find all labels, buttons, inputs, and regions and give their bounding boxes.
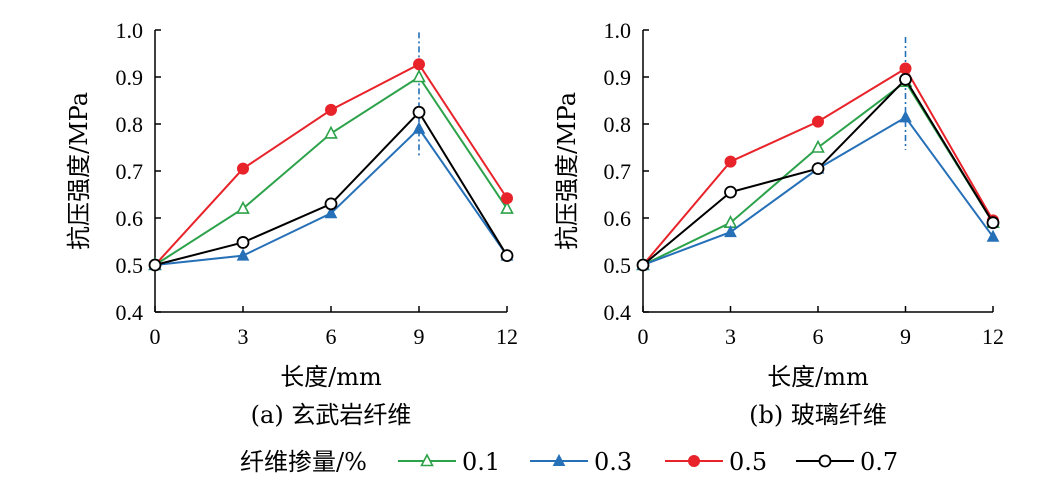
legend-marker-0.3 <box>552 453 566 466</box>
legend: 纤维掺量/% 0.1 0.3 0.5 0.7 <box>240 448 898 476</box>
y-tick-label: 0.5 <box>604 253 632 278</box>
data-point-0.3 <box>412 121 426 134</box>
x-tick-label: 0 <box>150 324 161 349</box>
y-tick-label: 0.5 <box>116 253 144 278</box>
data-point-0.5 <box>325 103 337 116</box>
data-point-0.7 <box>811 162 825 176</box>
x-tick-label: 12 <box>982 324 1004 349</box>
data-point-0.1 <box>236 200 250 214</box>
data-point-0.1 <box>412 69 426 83</box>
y-tick-label: 0.6 <box>604 206 632 231</box>
panel-caption: (a) 玄武岩纤维 <box>251 401 412 429</box>
x-tick-label: 6 <box>813 324 824 349</box>
y-tick-label: 0.7 <box>116 159 144 184</box>
data-point-0.3 <box>324 206 338 219</box>
data-point-0.7 <box>236 236 250 249</box>
data-point-0.3 <box>236 248 250 261</box>
data-point-0.7 <box>324 197 338 211</box>
y-tick-label: 0.9 <box>116 65 144 90</box>
x-tick-label: 0 <box>638 324 649 349</box>
data-point-0.3 <box>899 110 912 123</box>
x-tick-label: 9 <box>900 324 911 349</box>
legend-label-0.7: 0.7 <box>860 448 898 476</box>
legend-label-0.3: 0.3 <box>594 448 632 476</box>
data-point-0.3 <box>986 229 1000 242</box>
data-point-0.7 <box>636 258 650 272</box>
y-tick-label: 0.8 <box>116 112 144 137</box>
data-point-0.5 <box>899 62 912 75</box>
data-point-0.5 <box>812 115 824 128</box>
data-point-0.7 <box>899 72 912 86</box>
data-point-0.1 <box>811 139 825 153</box>
x-tick-label: 3 <box>725 324 736 349</box>
data-point-0.5 <box>413 58 425 71</box>
data-point-0.7 <box>500 249 514 263</box>
legend-marker-0.1 <box>420 453 434 467</box>
data-point-0.5 <box>724 155 737 168</box>
data-point-0.1 <box>500 200 514 214</box>
x-tick-label: 6 <box>326 324 337 349</box>
legend-marker-0.5 <box>688 455 700 467</box>
x-tick-label: 12 <box>496 324 518 349</box>
x-axis-title: 长度/mm <box>767 363 869 391</box>
chart-panel-basalt: 0.4 0.5 0.6 0.7 0.8 0.9 1.0 0 3 6 9 12 长度/mm 抗压强度/MPa… <box>65 18 518 429</box>
legend-label-0.1: 0.1 <box>462 448 500 476</box>
y-axis-title: 抗压强度/MPa <box>65 92 93 250</box>
legend-label-0.5: 0.5 <box>729 448 767 476</box>
data-point-0.7 <box>724 185 737 199</box>
y-tick-label: 0.8 <box>604 112 632 137</box>
y-axis-title: 抗压强度/MPa <box>553 92 581 250</box>
x-tick-label: 9 <box>414 324 425 349</box>
x-tick-label: 3 <box>238 324 249 349</box>
data-point-0.5 <box>501 192 513 205</box>
panel-caption: (b) 玻璃纤维 <box>749 401 887 429</box>
data-point-0.7 <box>986 216 1000 230</box>
series-line-0.3 <box>154 127 508 266</box>
y-tick-label: 1.0 <box>604 18 632 43</box>
x-axis-title: 长度/mm <box>280 363 382 391</box>
data-point-0.7 <box>412 105 426 119</box>
data-point-0.1 <box>324 125 338 139</box>
y-tick-label: 0.4 <box>116 300 144 325</box>
y-tick-label: 0.6 <box>116 206 144 231</box>
data-point-0.7 <box>148 258 162 272</box>
series-line-0.5 <box>154 63 508 266</box>
y-tick-label: 0.4 <box>604 300 632 325</box>
y-tick-label: 0.7 <box>604 159 632 184</box>
legend-marker-0.7 <box>818 454 832 468</box>
chart-panel-glass: 0.4 0.5 0.6 0.7 0.8 0.9 1.0 0 3 6 9 12 长度/mm 抗压强度/MPa… <box>553 18 1004 429</box>
y-tick-label: 1.0 <box>116 18 144 43</box>
y-tick-label: 0.9 <box>604 65 632 90</box>
legend-title: 纤维掺量/% <box>240 448 367 476</box>
data-point-0.5 <box>237 162 249 175</box>
data-point-0.3 <box>724 225 737 238</box>
